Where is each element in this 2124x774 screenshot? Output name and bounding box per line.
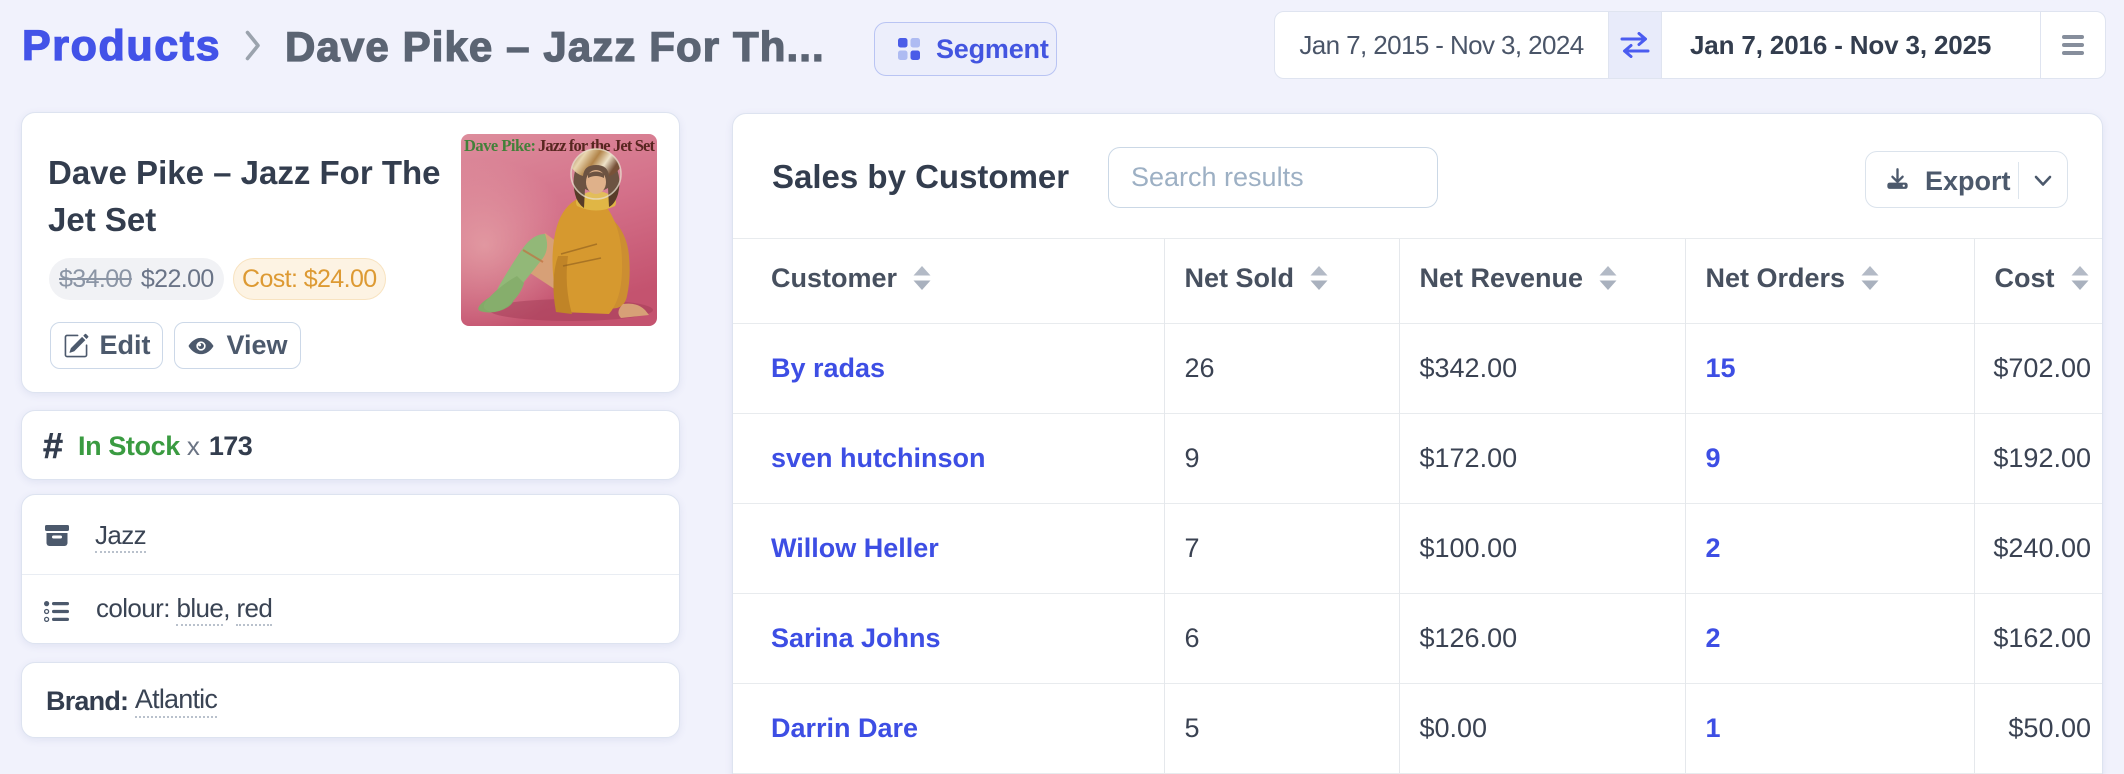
svg-text:Dave Pike:: Dave Pike: — [464, 136, 536, 155]
svg-text:Jazz for the Jet Set: Jazz for the Jet Set — [538, 136, 656, 155]
